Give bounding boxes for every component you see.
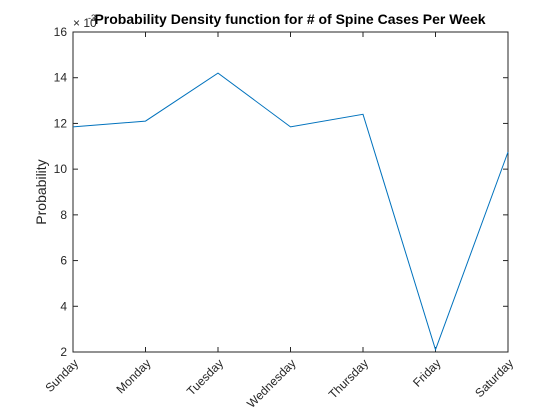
y-multiplier-base: × 10 — [73, 16, 97, 30]
y-tick-label: 16 — [54, 25, 68, 39]
x-tick-label: Thursday — [326, 356, 371, 401]
x-tick-label: Tuesday — [184, 356, 226, 398]
y-multiplier-exponent: -3 — [88, 13, 96, 23]
y-tick-label: 10 — [54, 162, 68, 176]
y-tick-label: 4 — [60, 299, 67, 313]
y-axis-label: Probability — [33, 159, 49, 224]
y-axis-ticks: 2 4 6 8 10 12 14 16 — [54, 25, 508, 359]
chart-title: Probability Density function for # of Sp… — [94, 11, 485, 27]
y-multiplier: × 10 -3 — [73, 13, 97, 30]
x-tick-label: Saturday — [472, 356, 516, 400]
x-axis-ticks: Sunday Monday Tuesday Wednesday Thursday Frid… — [42, 32, 516, 411]
x-tick-label: Friday — [410, 356, 443, 389]
y-tick-label: 12 — [54, 116, 68, 130]
y-tick-label: 14 — [54, 71, 68, 85]
series-line — [72, 72, 509, 352]
x-tick-label: Sunday — [42, 356, 81, 395]
x-tick-label: Wednesday — [244, 356, 299, 411]
y-tick-label: 6 — [60, 254, 67, 268]
y-tick-label: 8 — [60, 208, 67, 222]
y-tick-label: 2 — [60, 345, 67, 359]
x-tick-label: Monday — [114, 356, 154, 396]
plot-area-frame — [72, 31, 509, 353]
